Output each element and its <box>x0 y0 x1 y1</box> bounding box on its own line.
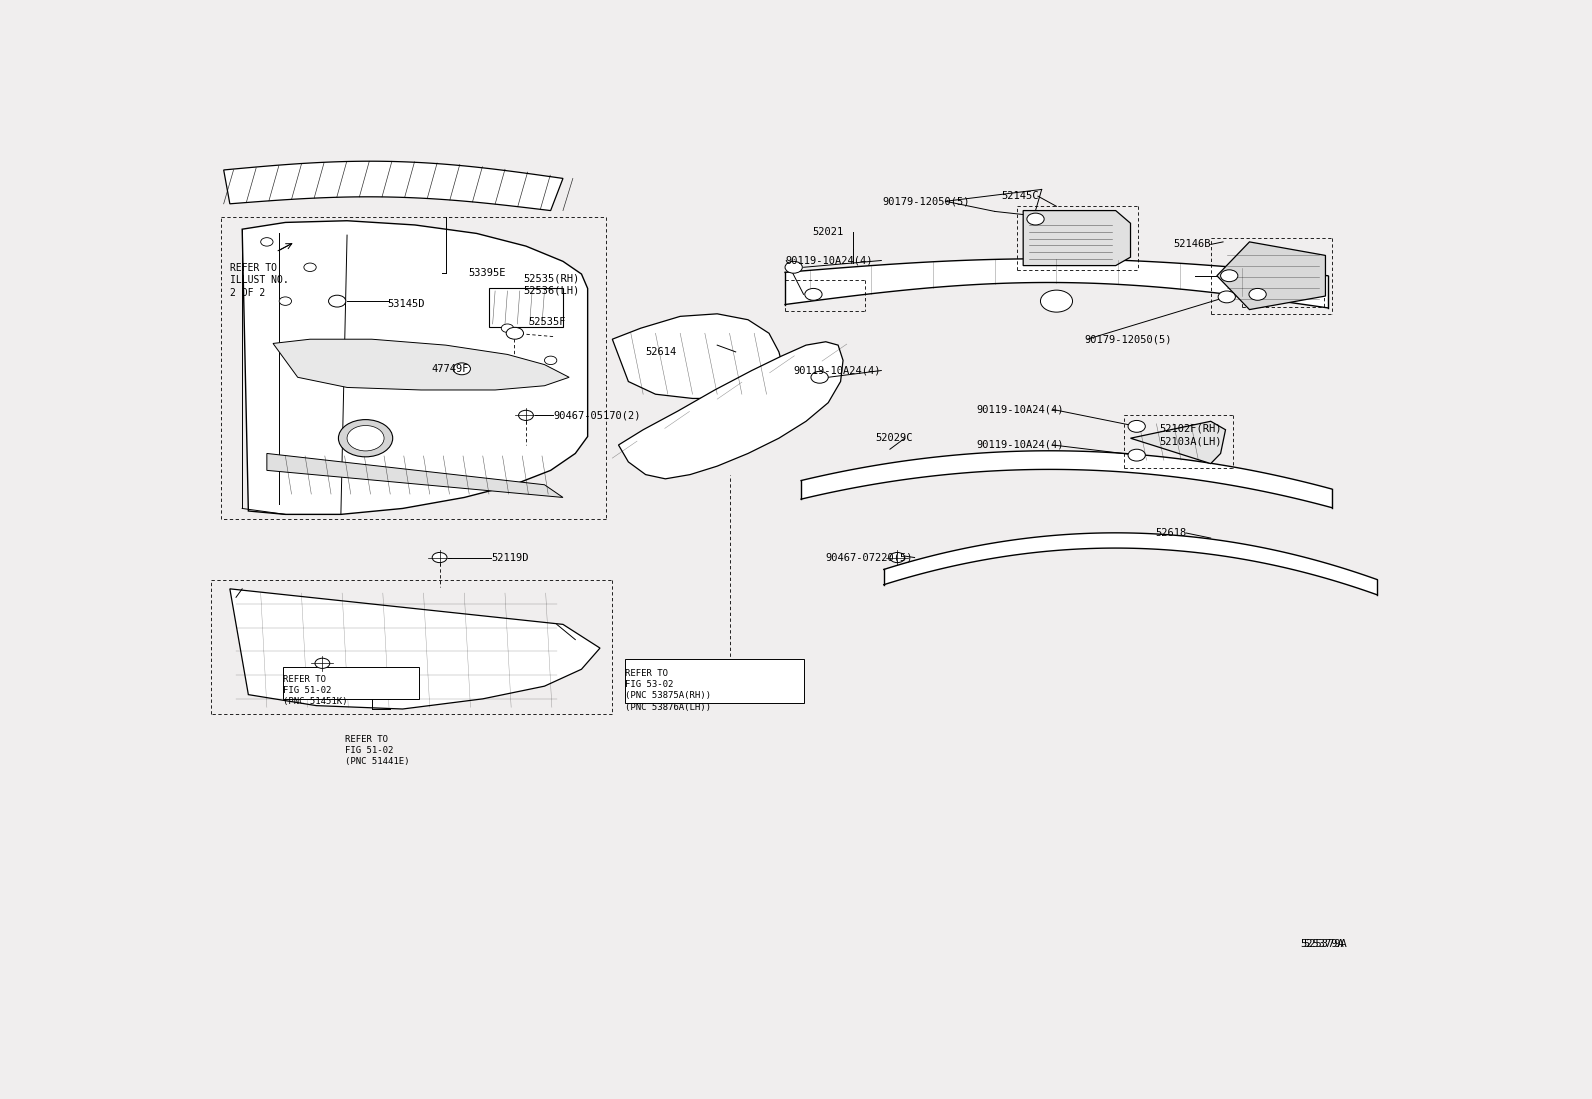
Polygon shape <box>267 454 564 498</box>
Text: 90467-05170(2): 90467-05170(2) <box>552 410 640 420</box>
Polygon shape <box>618 342 844 479</box>
Text: REFER TO
FIG 51-02
(PNC 51451K): REFER TO FIG 51-02 (PNC 51451K) <box>283 675 347 707</box>
Polygon shape <box>1130 421 1226 464</box>
FancyBboxPatch shape <box>489 288 564 326</box>
Circle shape <box>454 363 471 375</box>
Circle shape <box>544 356 557 365</box>
Circle shape <box>810 371 828 384</box>
Text: REFER TO
FIG 53-02
(PNC 53875A(RH))
(PNC 53876A(LH)): REFER TO FIG 53-02 (PNC 53875A(RH)) (PNC… <box>624 669 710 711</box>
Circle shape <box>890 553 904 563</box>
Text: 525379A: 525379A <box>1301 940 1345 950</box>
Polygon shape <box>229 589 600 709</box>
Circle shape <box>1041 290 1073 312</box>
Circle shape <box>431 553 447 563</box>
Polygon shape <box>1024 211 1130 266</box>
Text: 52535(RH)
52536(LH): 52535(RH) 52536(LH) <box>524 273 579 296</box>
Text: 52119D: 52119D <box>492 553 529 563</box>
Text: 53145D: 53145D <box>388 299 425 309</box>
Text: 90179-12050(5): 90179-12050(5) <box>1084 334 1172 344</box>
Circle shape <box>1218 291 1235 303</box>
Text: 47749F: 47749F <box>431 364 468 374</box>
Circle shape <box>304 263 317 271</box>
Circle shape <box>339 420 393 457</box>
Polygon shape <box>223 162 564 211</box>
Text: REFER TO
ILLUST NO.
2 OF 2: REFER TO ILLUST NO. 2 OF 2 <box>229 263 288 298</box>
Text: 90179-12050(5): 90179-12050(5) <box>882 197 970 207</box>
Polygon shape <box>242 221 587 514</box>
Text: 52535F: 52535F <box>529 318 565 328</box>
Text: 52146B: 52146B <box>1173 240 1212 249</box>
Text: REFER TO
FIG 51-02
(PNC 51441E): REFER TO FIG 51-02 (PNC 51441E) <box>344 735 409 766</box>
FancyBboxPatch shape <box>283 667 419 699</box>
Circle shape <box>1129 449 1145 462</box>
Text: 53395E: 53395E <box>468 268 506 278</box>
Text: 52021: 52021 <box>812 226 844 236</box>
Circle shape <box>328 296 345 307</box>
Text: 52618: 52618 <box>1156 528 1186 539</box>
Circle shape <box>1250 288 1266 300</box>
Polygon shape <box>274 340 570 390</box>
Text: 525379A: 525379A <box>1304 940 1347 950</box>
Text: 52029C: 52029C <box>876 433 912 443</box>
FancyBboxPatch shape <box>624 659 804 703</box>
Text: 90119-10A24(4): 90119-10A24(4) <box>785 255 872 266</box>
Circle shape <box>506 328 524 340</box>
Circle shape <box>261 237 274 246</box>
Text: 90467-07220(5): 90467-07220(5) <box>826 553 914 563</box>
Polygon shape <box>1216 242 1326 310</box>
Circle shape <box>1221 270 1239 281</box>
Text: 90119-10A24(4): 90119-10A24(4) <box>976 440 1063 449</box>
Circle shape <box>806 288 821 300</box>
Text: 52614: 52614 <box>646 347 677 357</box>
Text: 90119-10A24(4): 90119-10A24(4) <box>794 366 882 376</box>
Circle shape <box>347 425 384 451</box>
Text: 52145C: 52145C <box>1001 191 1038 201</box>
Circle shape <box>279 297 291 306</box>
Polygon shape <box>613 314 785 399</box>
Circle shape <box>315 658 330 668</box>
Circle shape <box>1027 213 1044 225</box>
Text: 52102F(RH)
52103A(LH): 52102F(RH) 52103A(LH) <box>1159 423 1221 446</box>
Circle shape <box>501 324 514 332</box>
Circle shape <box>519 410 533 421</box>
Circle shape <box>1129 421 1145 432</box>
Circle shape <box>785 262 802 274</box>
Text: 90119-10A24(4): 90119-10A24(4) <box>976 404 1063 414</box>
